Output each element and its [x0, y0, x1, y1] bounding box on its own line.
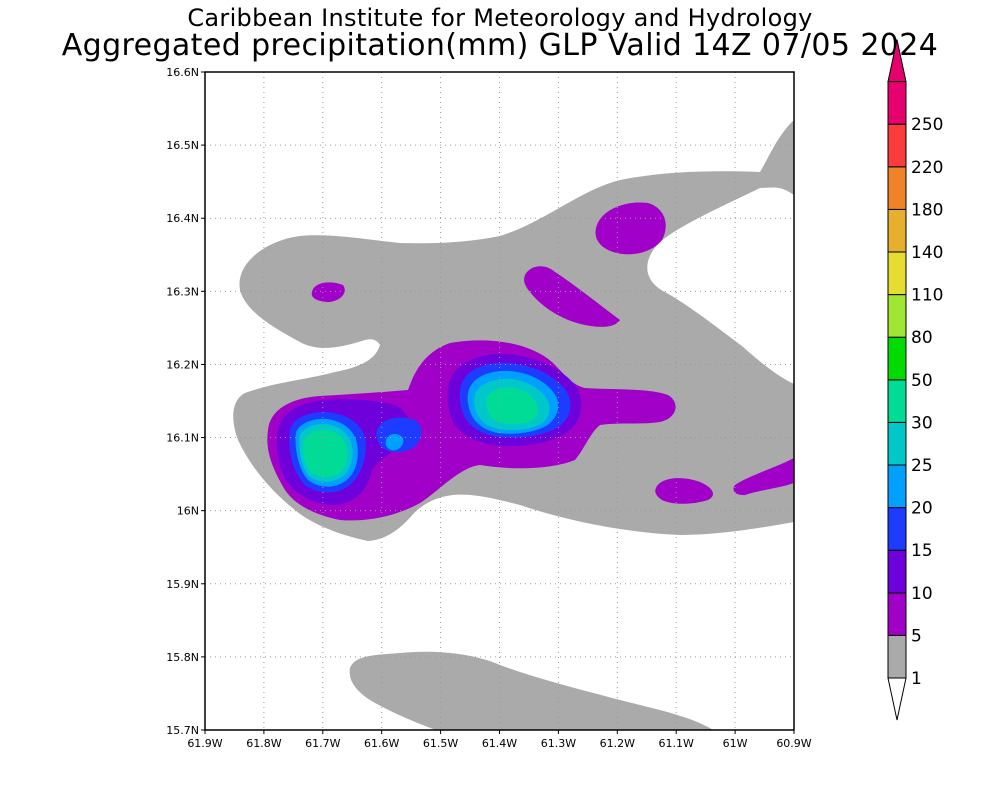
legend-swatch: [887, 336, 907, 381]
lon-tick-label: 61.5W: [423, 737, 458, 750]
lat-tick-label: 16.5N: [166, 139, 199, 152]
legend-swatch: [887, 549, 907, 594]
lat-tick-label: 16.3N: [166, 285, 199, 298]
lon-tick-label: 61.8W: [246, 737, 281, 750]
lat-tick-label: 15.7N: [166, 724, 199, 737]
contour-30mm-east: [486, 387, 539, 424]
map-grid: [205, 72, 794, 730]
legend-swatch: [887, 294, 907, 338]
legend-swatch: [887, 421, 907, 466]
lon-tick-label: 61.7W: [305, 737, 340, 750]
lat-tick-labels: 15.7N 15.8N 15.9N 16N 16.1N 16.2N 16.3N 16.4N 16…: [166, 66, 205, 737]
legend-level-label: 10: [911, 584, 933, 604]
lon-tick-label: 61.9W: [187, 737, 222, 750]
legend-swatch: [887, 166, 907, 210]
contour-1mm-south: [349, 651, 714, 730]
legend-swatch: [887, 592, 907, 636]
legend-swatch: [887, 464, 907, 509]
legend-level-label: 30: [911, 413, 933, 433]
contour-5mm-cell-nw: [311, 282, 345, 302]
contour-1mm-gap: [762, 187, 794, 230]
lon-tick-label: 61.4W: [482, 737, 517, 750]
legend-swatch: [887, 208, 907, 253]
legend-level-label: 50: [911, 371, 933, 391]
legend-level-label: 250: [911, 115, 943, 135]
lon-tick-label: 61W: [723, 737, 748, 750]
lon-tick-labels: 61.9W 61.8W 61.7W 61.6W 61.5W 61.4W 61.3W 61.2W…: [187, 730, 812, 750]
lon-tick-label: 61.6W: [364, 737, 399, 750]
legend-level-label: 140: [911, 243, 943, 263]
contour-20mm-mid: [385, 434, 404, 451]
legend-swatch: [887, 251, 907, 296]
contour-5mm-cell-e: [655, 478, 714, 504]
legend-over-arrow: [887, 39, 907, 83]
legend-swatch: [887, 123, 907, 168]
lon-tick-label: 61.3W: [541, 737, 576, 750]
contour-fields: [233, 120, 794, 730]
lon-tick-label: 61.1W: [659, 737, 694, 750]
legend-level-label: 15: [911, 541, 933, 561]
contour-30mm-west: [303, 429, 348, 478]
lon-tick-label: 61.2W: [600, 737, 635, 750]
legend-level-label: 110: [911, 286, 943, 306]
chart-title: Caribbean Institute for Meteorology and …: [187, 4, 813, 32]
legend-swatch: [887, 634, 907, 679]
contour-5mm-cell-n: [524, 266, 620, 327]
legend-swatch: [887, 81, 907, 125]
legend-swatch: [887, 507, 907, 551]
legend-level-label: 25: [911, 456, 933, 476]
lat-tick-label: 16.2N: [166, 358, 199, 371]
legend-level-label: 220: [911, 158, 943, 178]
legend-level-label: 180: [911, 200, 943, 220]
contour-5mm-cell-edge: [733, 458, 794, 496]
chart-subtitle: Aggregated precipitation(mm) GLP Valid 1…: [61, 28, 939, 63]
legend-level-label: 80: [911, 328, 933, 348]
lat-tick-label: 16.6N: [166, 66, 199, 79]
lat-tick-label: 16.1N: [166, 432, 199, 445]
lon-tick-label: 60.9W: [776, 737, 811, 750]
lat-tick-label: 15.9N: [166, 578, 199, 591]
legend-under-arrow: [887, 677, 907, 721]
lat-tick-label: 16.4N: [166, 212, 199, 225]
legend-level-label: 5: [911, 626, 922, 646]
legend-level-label: 1: [911, 669, 922, 689]
legend-level-label: 20: [911, 499, 933, 519]
contour-5mm-cell-ne: [595, 202, 666, 255]
legend-swatch: [887, 379, 907, 423]
lat-tick-label: 15.8N: [166, 651, 199, 664]
lat-tick-label: 16N: [177, 505, 199, 518]
